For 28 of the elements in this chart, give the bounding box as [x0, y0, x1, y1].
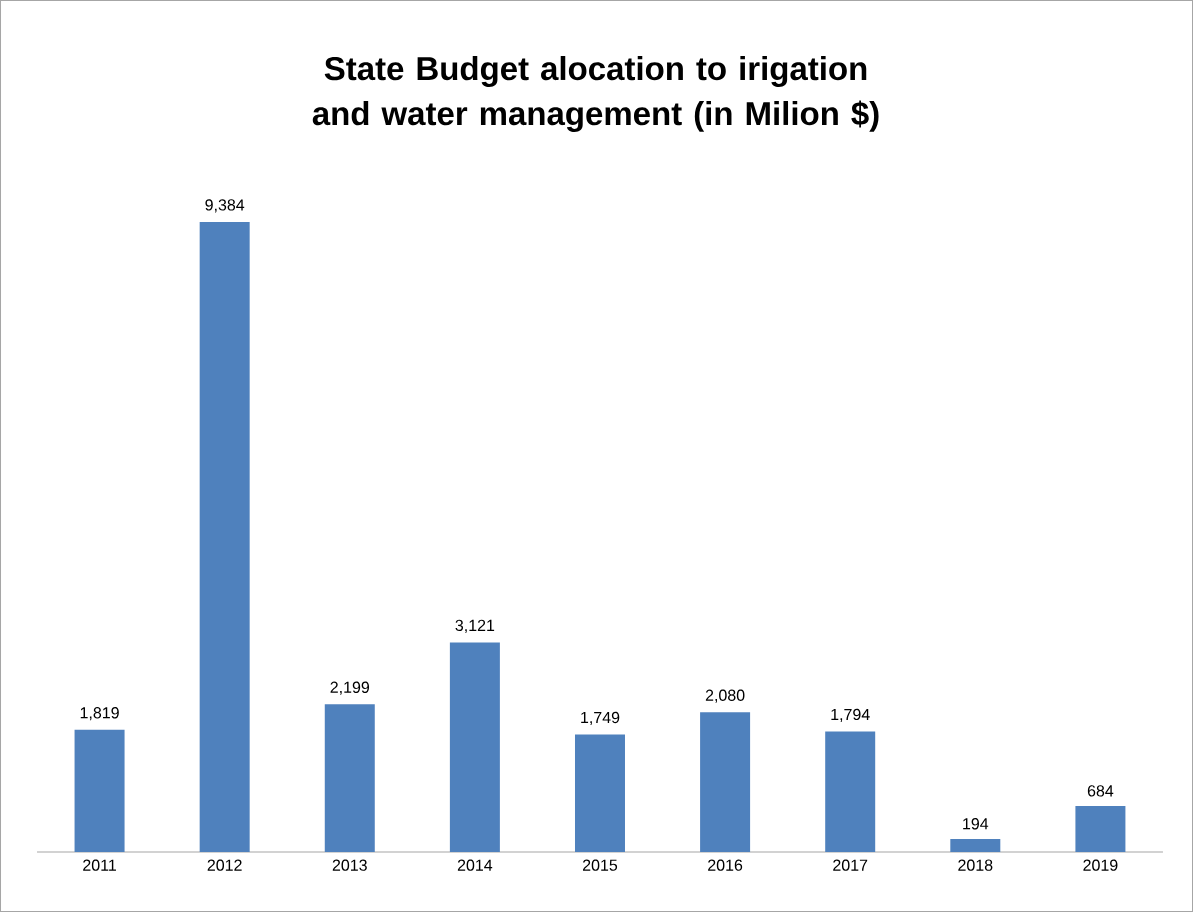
x-tick-label: 2013	[332, 859, 367, 871]
data-label: 1,794	[831, 708, 870, 722]
x-tick-label: 2015	[582, 859, 618, 871]
bar	[574, 734, 625, 852]
bar	[74, 729, 125, 852]
chart-title: State Budget alocation to irigation and water management (in Milion $)	[312, 56, 879, 132]
data-label: 684	[1087, 785, 1114, 797]
bar	[199, 221, 250, 852]
x-tick-label: 2018	[958, 859, 993, 871]
data-label: 1,819	[80, 707, 119, 721]
bar	[950, 838, 1001, 852]
x-tick-label: 2014	[457, 859, 493, 871]
data-label: 194	[963, 818, 989, 830]
bar	[449, 642, 500, 852]
data-label: 1,749	[581, 711, 620, 726]
x-tick-label: 2016	[708, 859, 743, 871]
x-tick-label: 2012	[207, 859, 242, 871]
data-label: 2,080	[705, 689, 745, 703]
x-tick-label: 2017	[833, 859, 868, 871]
data-label: 2,199	[330, 681, 370, 695]
bar	[324, 704, 375, 852]
bar	[700, 712, 751, 852]
x-tick-label: 2019	[1083, 859, 1118, 871]
x-tick-label: 2011	[83, 859, 116, 871]
data-label: 9,384	[205, 199, 245, 213]
bar	[1075, 806, 1126, 852]
data-label: 3,121	[455, 619, 495, 633]
bar	[825, 731, 876, 852]
